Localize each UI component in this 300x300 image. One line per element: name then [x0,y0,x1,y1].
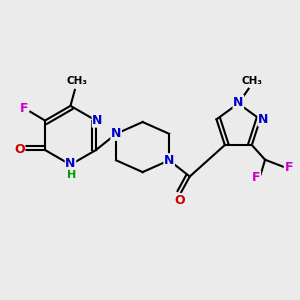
Text: N: N [65,157,76,170]
Text: CH₃: CH₃ [242,76,263,86]
Text: F: F [252,171,260,184]
Text: H: H [67,170,76,180]
Text: CH₃: CH₃ [67,76,88,86]
Text: N: N [233,95,244,109]
Text: N: N [258,113,268,126]
Text: N: N [111,127,121,140]
Text: F: F [20,102,28,115]
Text: N: N [92,114,103,127]
Text: F: F [284,160,293,174]
Text: O: O [174,194,185,207]
Text: O: O [14,143,25,157]
Text: N: N [164,154,174,167]
